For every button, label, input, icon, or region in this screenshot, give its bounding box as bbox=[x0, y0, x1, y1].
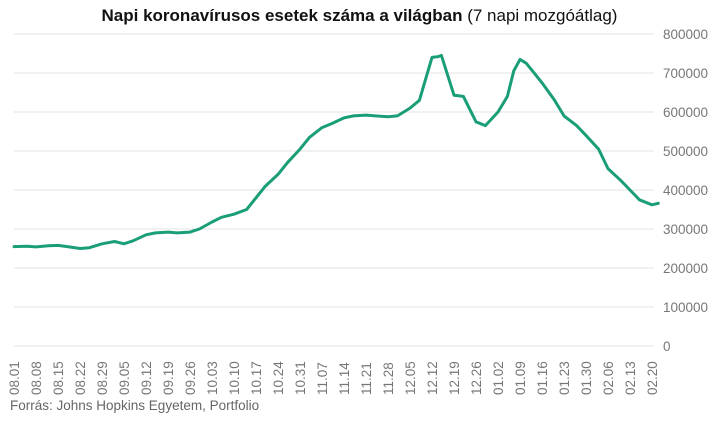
y-tick-label: 500000 bbox=[663, 144, 708, 159]
x-tick-label: 08.29 bbox=[95, 361, 110, 395]
x-tick-label: 10.24 bbox=[271, 361, 286, 395]
x-tick-label: 02.13 bbox=[623, 361, 638, 395]
x-tick-label: 12.26 bbox=[469, 361, 484, 395]
x-tick-label: 09.05 bbox=[117, 361, 132, 395]
y-tick-label: 200000 bbox=[663, 261, 708, 276]
x-tick-label: 01.02 bbox=[491, 361, 506, 395]
x-tick-label: 01.23 bbox=[557, 361, 572, 395]
x-tick-label: 02.20 bbox=[645, 361, 660, 395]
x-tick-label: 12.12 bbox=[425, 361, 440, 395]
y-tick-label: 700000 bbox=[663, 66, 708, 81]
y-tick-label: 400000 bbox=[663, 183, 708, 198]
x-tick-label: 12.05 bbox=[403, 361, 418, 395]
y-tick-label: 100000 bbox=[663, 300, 708, 315]
x-tick-label: 01.30 bbox=[579, 361, 594, 395]
x-tick-label: 10.10 bbox=[227, 361, 242, 395]
x-tick-label: 08.08 bbox=[29, 361, 44, 395]
x-tick-label: 09.12 bbox=[139, 361, 154, 395]
x-tick-label: 08.01 bbox=[7, 361, 22, 395]
x-tick-label: 09.19 bbox=[161, 361, 176, 395]
y-tick-label: 800000 bbox=[663, 27, 708, 42]
series-layer bbox=[12, 53, 660, 250]
x-tick-label: 09.26 bbox=[183, 361, 198, 395]
gridlines bbox=[14, 33, 654, 347]
x-tick-label: 10.03 bbox=[205, 361, 220, 395]
y-tick-label: 300000 bbox=[663, 222, 708, 237]
x-tick-label: 02.06 bbox=[601, 361, 616, 395]
y-tick-label: 0 bbox=[663, 339, 671, 354]
x-tick-label: 11.21 bbox=[359, 362, 374, 395]
x-tick-label: 10.31 bbox=[293, 361, 308, 395]
chart-title-main: Napi koronavírusos esetek száma a világb… bbox=[101, 6, 463, 25]
x-tick-label: 01.09 bbox=[513, 361, 528, 395]
source-note: Forrás: Johns Hopkins Egyetem, Portfolio bbox=[10, 398, 260, 413]
x-tick-label: 01.16 bbox=[535, 361, 550, 395]
chart-title: Napi koronavírusos esetek száma a világb… bbox=[0, 5, 719, 27]
x-tick-label: 10.17 bbox=[249, 361, 264, 395]
y-tick-label: 600000 bbox=[663, 105, 708, 120]
x-tick-label: 11.28 bbox=[381, 362, 396, 395]
x-axis-ticks: 08.01 08.08 08.15 08.22 08.29 09.05 09.12 09.19… bbox=[7, 361, 660, 395]
y-axis-ticks: 0 100000 200000 300000 400000 500000 600000 700… bbox=[663, 27, 708, 354]
x-tick-label: 11.07 bbox=[315, 362, 330, 395]
x-tick-label: 11.14 bbox=[337, 362, 352, 395]
x-tick-label: 08.22 bbox=[73, 361, 88, 395]
series-line bbox=[12, 53, 660, 250]
x-tick-label: 08.15 bbox=[51, 361, 66, 395]
x-tick-label: 12.19 bbox=[447, 361, 462, 395]
chart-title-subtitle: (7 napi mozgóátlag) bbox=[462, 6, 618, 25]
